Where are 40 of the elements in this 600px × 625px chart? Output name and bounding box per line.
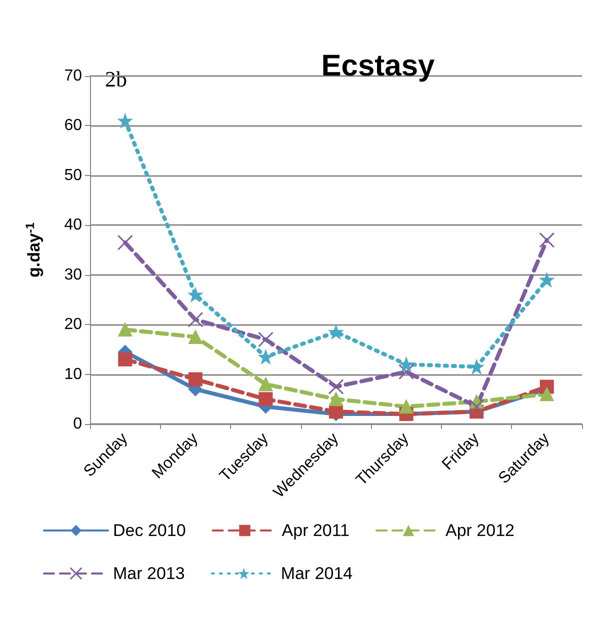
y-axis-title: g.day-1 <box>23 222 44 278</box>
chart-title: Ecstasy <box>321 50 436 82</box>
y-tick-label: 60 <box>64 117 82 134</box>
y-tick-label: 20 <box>64 316 82 334</box>
point <box>329 392 343 406</box>
legend-label: Mar 2013 <box>113 564 185 583</box>
y-tick-label: 0 <box>73 416 82 432</box>
point <box>188 288 202 302</box>
y-tick-label: 50 <box>64 166 82 184</box>
y-tick-label: 40 <box>64 216 82 234</box>
point <box>188 330 202 344</box>
point <box>328 378 344 394</box>
point <box>329 404 343 419</box>
point <box>118 352 132 366</box>
point <box>258 377 273 392</box>
point <box>539 232 555 248</box>
legend-label: Apr 2012 <box>446 521 515 540</box>
point <box>258 350 273 364</box>
point <box>540 272 554 287</box>
legend-label: Mar 2014 <box>280 564 353 583</box>
legend-label: Apr 2011 <box>282 521 350 540</box>
y-tick-label: 30 <box>64 266 82 284</box>
annotation: 2b <box>105 66 127 92</box>
point <box>399 400 414 414</box>
point <box>329 325 343 340</box>
point <box>540 387 554 402</box>
point <box>470 360 484 374</box>
point <box>117 234 133 250</box>
point <box>118 322 132 337</box>
point <box>258 392 273 406</box>
point <box>118 114 132 128</box>
point <box>258 332 274 348</box>
point <box>468 398 484 414</box>
point <box>188 312 204 328</box>
legend-label: Dec 2010 <box>113 521 186 540</box>
y-tick-label: 70 <box>64 68 82 84</box>
point <box>398 364 414 380</box>
point <box>399 357 414 372</box>
point <box>188 372 202 386</box>
y-tick-label: 10 <box>64 366 82 383</box>
